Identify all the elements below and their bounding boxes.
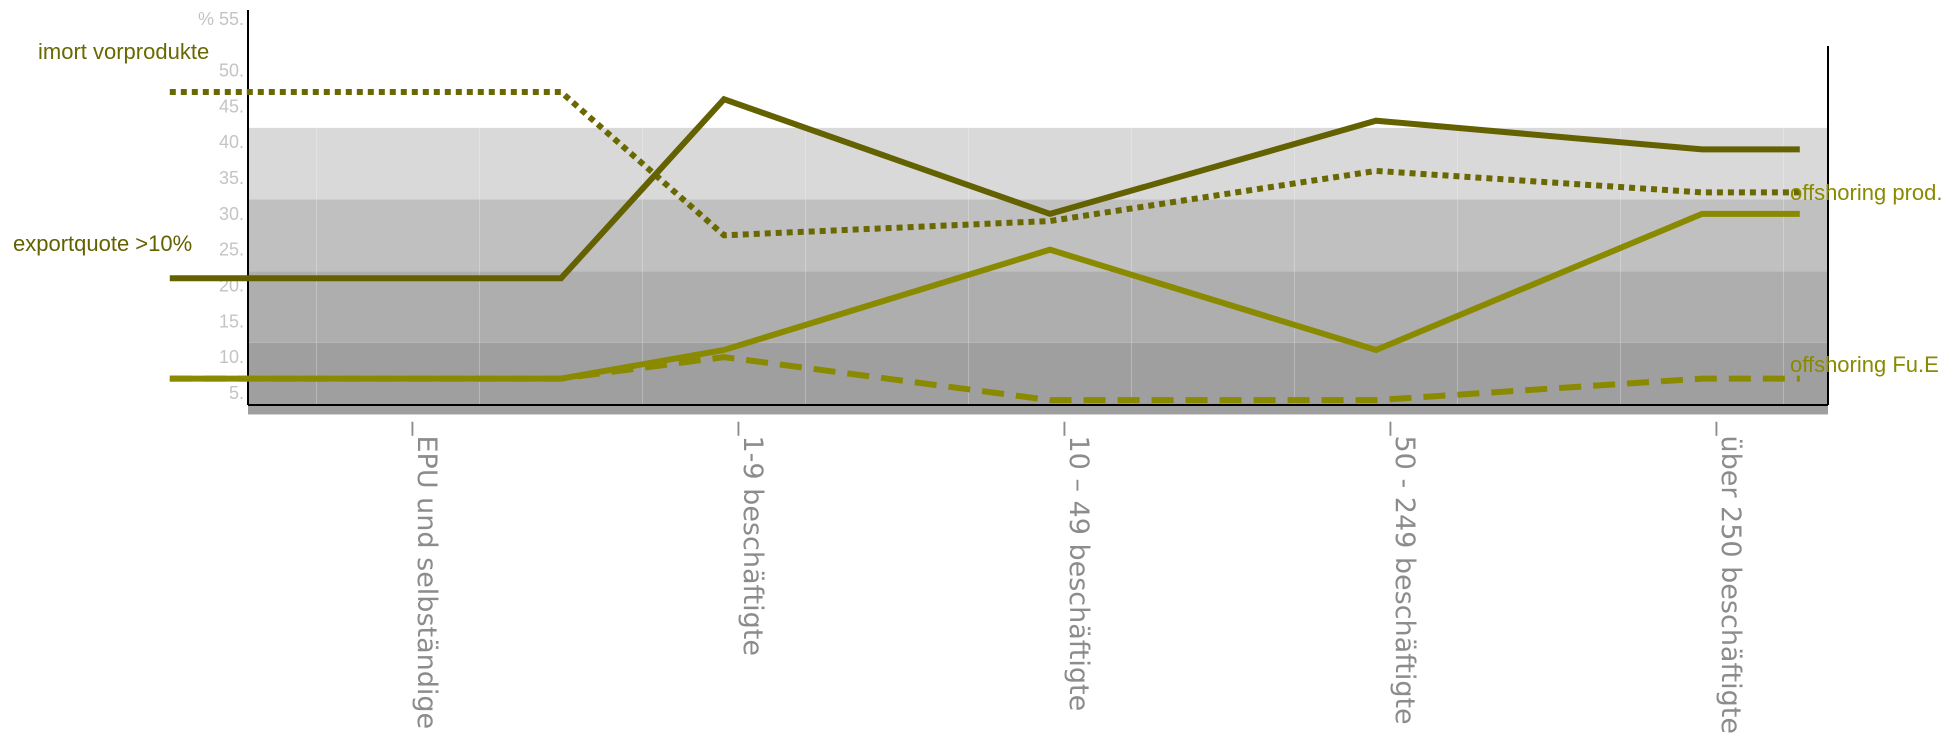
y-tick-label-2: 45. xyxy=(219,96,244,116)
series-label-2: offshoring prod. xyxy=(1790,180,1942,205)
y-tick-label-5: 30. xyxy=(219,204,244,224)
y-tick-label-3: 40. xyxy=(219,132,244,152)
band-1 xyxy=(248,271,1828,343)
series-labels: imort vorprodukte exportquote >10% offshor… xyxy=(13,39,1942,377)
y-tick-label-10: 5. xyxy=(229,383,244,403)
series-lines xyxy=(169,89,1800,404)
series-line-3 xyxy=(169,354,1800,404)
series-label-1: exportquote >10% xyxy=(13,231,192,256)
y-tick-label-4: 35. xyxy=(219,168,244,188)
y-tick-label-6: 25. xyxy=(219,240,244,260)
x-tick-label-1: _1-9 beschäftigte xyxy=(737,421,768,656)
vertical-gridlines xyxy=(316,127,1784,405)
y-tick-label-8: 15. xyxy=(219,311,244,331)
x-tick-label-3: _50 - 249 beschäftigte xyxy=(1389,421,1420,725)
series-label-3: offshoring Fu.E xyxy=(1790,352,1939,377)
x-tick-label-0: _EPU und selbständige xyxy=(411,421,442,729)
axes xyxy=(247,10,1829,406)
y-tick-label-1: 50. xyxy=(219,61,244,81)
y-tick-label-0: % 55. xyxy=(198,9,244,29)
x-tick-label-2: _10 – 49 beschäftigte xyxy=(1063,421,1094,711)
y-axis-ticks: % 55.50.45.40.35.30.25.20.15.10.5. xyxy=(198,9,244,403)
x-tick-label-4: _über 250 beschäftigte xyxy=(1715,421,1746,734)
series-label-0: imort vorprodukte xyxy=(38,39,209,64)
series-line-1 xyxy=(169,95,1800,282)
x-axis-ticks: _EPU und selbständige _1-9 beschäftigte _1… xyxy=(411,421,1746,734)
y-tick-label-9: 10. xyxy=(219,347,244,367)
background-bands xyxy=(248,127,1828,415)
